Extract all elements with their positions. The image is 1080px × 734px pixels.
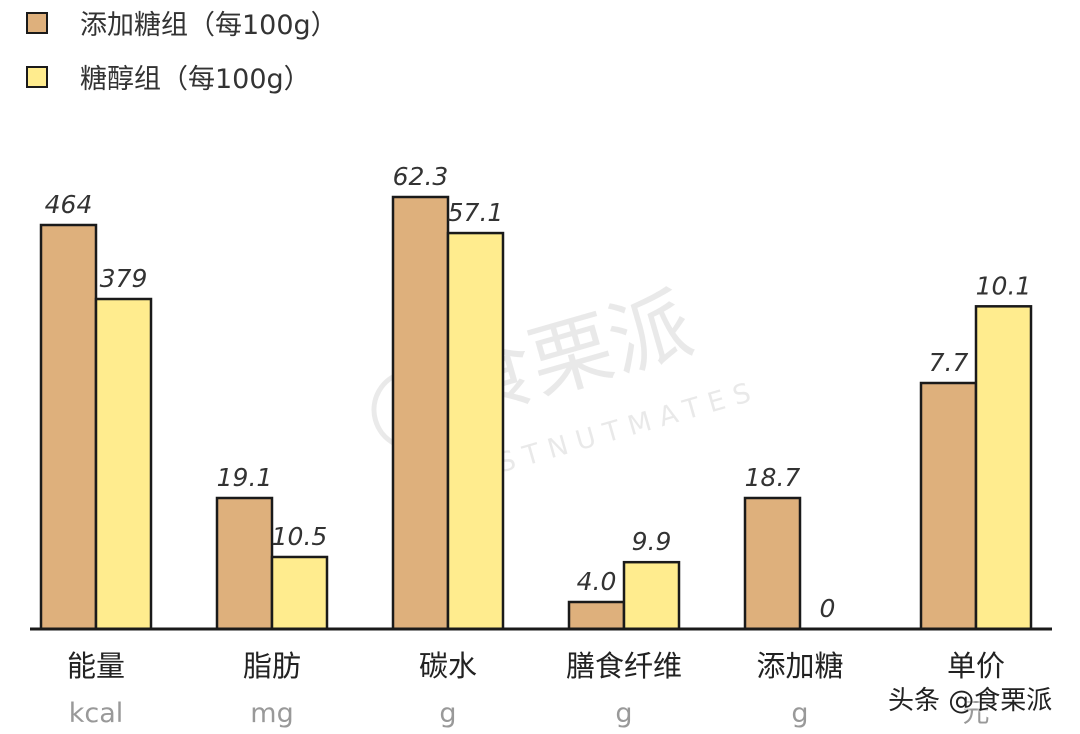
unit-label-1: mg: [250, 698, 293, 729]
bar-added-sugar-5: [919, 381, 978, 631]
bar-sugar-alcohol-5: [974, 305, 1033, 631]
category-label-1: 脂肪: [243, 649, 301, 683]
unit-label-4: g: [791, 698, 808, 729]
legend-swatch-sugar-alcohol: [26, 66, 48, 88]
data-label-added-sugar-1: 19.1: [217, 463, 273, 492]
category-label-4: 添加糖: [756, 649, 843, 683]
unit-label-2: g: [439, 698, 456, 729]
data-label-added-sugar-0: 464: [45, 190, 93, 219]
bar-added-sugar-0: [39, 223, 98, 631]
bar-sugar-alcohol-2: [446, 231, 505, 631]
category-label-2: 碳水: [419, 649, 477, 683]
data-label-sugar-alcohol-0: 379: [100, 264, 148, 293]
legend-label-sugar-alcohol: 糖醇组（每100g）: [80, 64, 311, 95]
legend-swatch-added-sugar: [26, 12, 48, 34]
data-label-added-sugar-3: 4.0: [577, 567, 617, 596]
data-label-sugar-alcohol-2: 57.1: [448, 198, 504, 227]
category-label-0: 能量: [67, 649, 125, 683]
unit-label-0: kcal: [69, 698, 124, 729]
data-label-sugar-alcohol-3: 9.9: [632, 527, 672, 556]
unit-label-3: g: [615, 698, 632, 729]
unit-label-5: 元: [963, 698, 990, 729]
data-label-added-sugar-5: 7.7: [929, 348, 969, 377]
bar-sugar-alcohol-1: [270, 555, 329, 631]
category-label-5: 单价: [947, 649, 1005, 683]
data-label-sugar-alcohol-1: 10.5: [272, 522, 328, 551]
legend-label-added-sugar: 添加糖组（每100g）: [80, 10, 338, 41]
bar-added-sugar-3: [567, 600, 626, 631]
bar-added-sugar-4: [743, 496, 802, 631]
data-label-sugar-alcohol-5: 10.1: [976, 271, 1032, 300]
category-label-3: 膳食纤维: [566, 649, 682, 683]
bar-sugar-alcohol-3: [622, 560, 681, 631]
data-label-added-sugar-4: 18.7: [745, 463, 801, 492]
data-label-sugar-alcohol-4: 0: [820, 594, 836, 623]
bar-added-sugar-1: [215, 496, 274, 631]
data-label-added-sugar-2: 62.3: [393, 162, 449, 191]
bar-added-sugar-2: [391, 195, 450, 631]
credit-text: 头条 @食栗派: [888, 686, 1053, 716]
bar-sugar-alcohol-0: [94, 297, 153, 631]
